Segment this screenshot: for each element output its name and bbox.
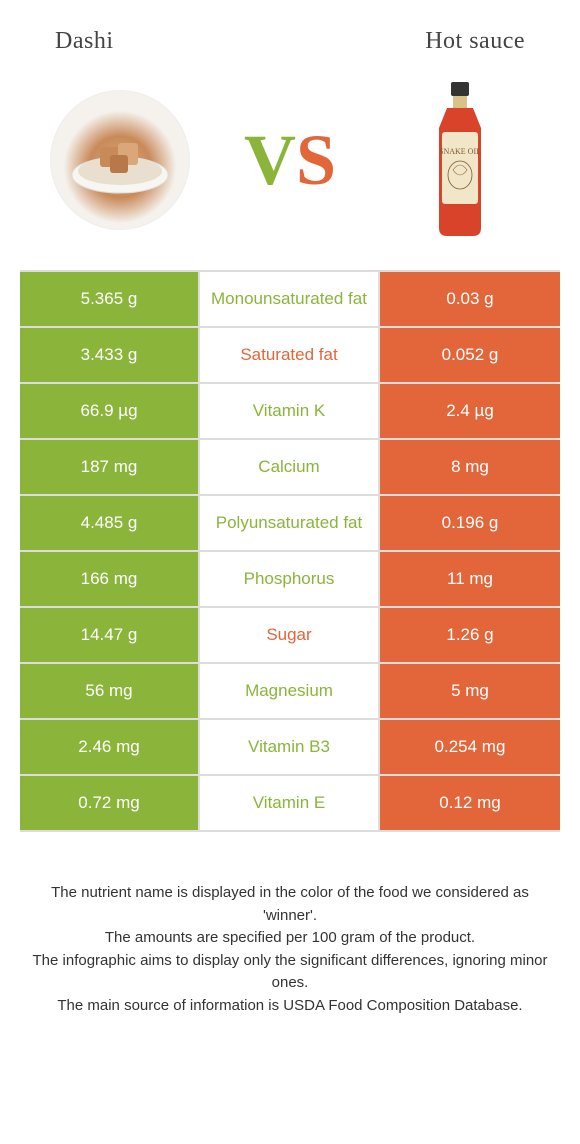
left-value: 56 mg <box>20 664 200 718</box>
left-value: 5.365 g <box>20 272 200 326</box>
nutrient-label: Phosphorus <box>200 552 380 606</box>
footer-line-1: The nutrient name is displayed in the co… <box>30 882 550 927</box>
right-value: 0.196 g <box>380 496 560 550</box>
right-value: 8 mg <box>380 440 560 494</box>
right-value: 0.03 g <box>380 272 560 326</box>
right-value: 0.12 mg <box>380 776 560 830</box>
nutrient-label: Calcium <box>200 440 380 494</box>
table-row: 0.72 mgVitamin E0.12 mg <box>20 776 560 832</box>
left-value: 166 mg <box>20 552 200 606</box>
svg-text:SNAKE OIL: SNAKE OIL <box>439 147 481 156</box>
hotsauce-image: SNAKE OIL <box>390 80 530 240</box>
footer-line-3: The infographic aims to display only the… <box>30 950 550 995</box>
footer-notes: The nutrient name is displayed in the co… <box>20 832 560 1017</box>
vs-label: VS <box>244 119 336 202</box>
left-value: 4.485 g <box>20 496 200 550</box>
header-left-label: Dashi <box>55 28 114 55</box>
left-value: 66.9 µg <box>20 384 200 438</box>
right-value: 0.052 g <box>380 328 560 382</box>
footer-line-4: The main source of information is USDA F… <box>30 995 550 1018</box>
vs-s: S <box>296 119 336 202</box>
left-value: 0.72 mg <box>20 776 200 830</box>
table-row: 56 mgMagnesium5 mg <box>20 664 560 720</box>
right-value: 5 mg <box>380 664 560 718</box>
nutrient-label: Vitamin E <box>200 776 380 830</box>
bottle-icon: SNAKE OIL <box>415 80 505 240</box>
images-row: VS SNAKE OIL <box>0 65 580 270</box>
nutrient-label: Sugar <box>200 608 380 662</box>
nutrient-label: Vitamin K <box>200 384 380 438</box>
table-row: 14.47 gSugar1.26 g <box>20 608 560 664</box>
left-value: 3.433 g <box>20 328 200 382</box>
vs-v: V <box>244 119 296 202</box>
nutrient-label: Polyunsaturated fat <box>200 496 380 550</box>
header-right-label: Hot sauce <box>425 28 525 55</box>
nutrient-label: Vitamin B3 <box>200 720 380 774</box>
left-value: 2.46 mg <box>20 720 200 774</box>
table-row: 5.365 gMonounsaturated fat0.03 g <box>20 272 560 328</box>
table-row: 3.433 gSaturated fat0.052 g <box>20 328 560 384</box>
right-value: 1.26 g <box>380 608 560 662</box>
right-value: 0.254 mg <box>380 720 560 774</box>
left-value: 14.47 g <box>20 608 200 662</box>
header-row: Dashi Hot sauce <box>0 0 580 65</box>
table-row: 187 mgCalcium8 mg <box>20 440 560 496</box>
nutrient-label: Saturated fat <box>200 328 380 382</box>
infographic-container: Dashi Hot sauce VS SNAKE OIL <box>0 0 580 1017</box>
table-row: 166 mgPhosphorus11 mg <box>20 552 560 608</box>
nutrient-table: 5.365 gMonounsaturated fat0.03 g3.433 gS… <box>20 270 560 832</box>
table-row: 4.485 gPolyunsaturated fat0.196 g <box>20 496 560 552</box>
table-row: 66.9 µgVitamin K2.4 µg <box>20 384 560 440</box>
right-value: 11 mg <box>380 552 560 606</box>
table-row: 2.46 mgVitamin B30.254 mg <box>20 720 560 776</box>
footer-line-2: The amounts are specified per 100 gram o… <box>30 927 550 950</box>
nutrient-label: Monounsaturated fat <box>200 272 380 326</box>
dashi-icon <box>70 125 170 195</box>
nutrient-label: Magnesium <box>200 664 380 718</box>
right-value: 2.4 µg <box>380 384 560 438</box>
dashi-image <box>50 90 190 230</box>
left-value: 187 mg <box>20 440 200 494</box>
